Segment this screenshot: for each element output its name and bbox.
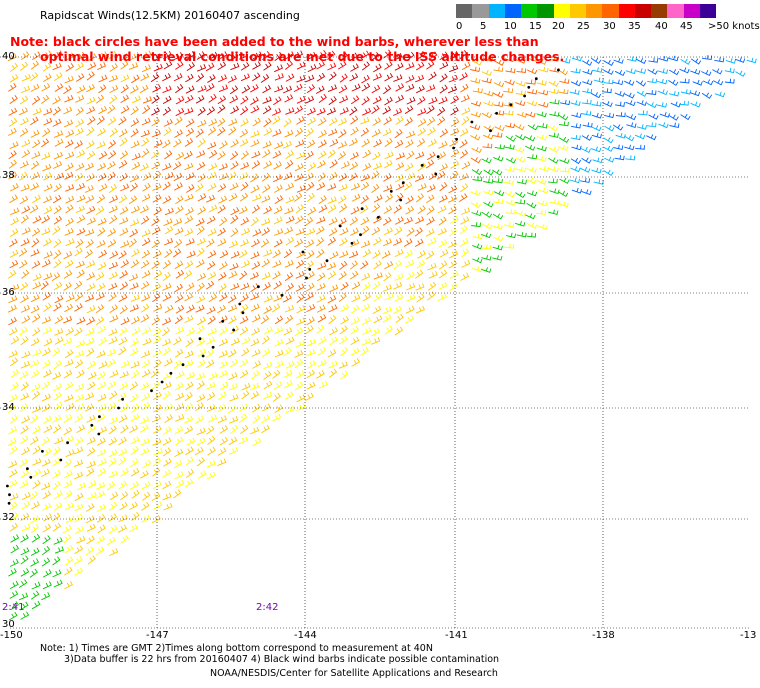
footer-credit: NOAA/NESDIS/Center for Satellite Applica… xyxy=(210,668,498,679)
lon-label: -147 xyxy=(146,630,169,641)
legend-tick: >50 knots xyxy=(708,21,760,32)
legend-swatch xyxy=(602,4,619,18)
footer-note-1: Note: 1) Times are GMT 2)Times along bot… xyxy=(40,643,433,654)
legend-ticks: 0 5 10 15 20 25 30 35 40 45 >50 knots xyxy=(448,21,760,33)
lat-label: 34 xyxy=(2,402,15,413)
lat-label: 32 xyxy=(2,512,15,523)
lon-label: -138 xyxy=(592,630,615,641)
contamination-note: Note: black circles have been added to t… xyxy=(10,34,570,64)
legend-swatch xyxy=(553,4,570,18)
lat-label: 30 xyxy=(2,619,15,630)
lon-label: -141 xyxy=(445,630,468,641)
legend-swatch xyxy=(699,4,716,18)
legend-swatch xyxy=(667,4,684,18)
legend-swatch xyxy=(504,4,521,18)
legend-swatch xyxy=(537,4,554,18)
legend-tick: 15 xyxy=(529,21,542,32)
lon-label: -13 xyxy=(740,630,757,641)
footer-note-2: 3)Data buffer is 22 hrs from 20160407 4)… xyxy=(64,654,500,665)
legend-swatch xyxy=(586,4,603,18)
lat-label: 38 xyxy=(2,170,15,181)
lat-label: 36 xyxy=(2,287,15,298)
legend-tick: 35 xyxy=(628,21,641,32)
time-label-left: 2:41 xyxy=(2,602,25,613)
legend-tick: 20 xyxy=(552,21,565,32)
lat-lon-grid xyxy=(0,56,750,629)
legend-swatch xyxy=(488,4,505,18)
legend-tick: 45 xyxy=(680,21,693,32)
legend-tick: 5 xyxy=(480,21,487,32)
map-title: Rapidscat Winds(12.5KM) 20160407 ascendi… xyxy=(40,9,300,22)
legend-swatch xyxy=(569,4,586,18)
note-line-1: Note: black circles have been added to t… xyxy=(10,34,539,49)
legend-tick: 25 xyxy=(577,21,590,32)
legend-swatch xyxy=(683,4,700,18)
lon-label: -150 xyxy=(0,630,23,641)
legend-swatch xyxy=(651,4,668,18)
legend-tick: 0 xyxy=(456,21,463,32)
legend-swatch xyxy=(521,4,538,18)
legend-tick: 10 xyxy=(504,21,517,32)
legend-tick: 40 xyxy=(655,21,668,32)
legend-swatch xyxy=(634,4,651,18)
time-label-mid: 2:42 xyxy=(256,602,279,613)
legend-tick: 30 xyxy=(603,21,616,32)
legend-swatch xyxy=(456,4,473,18)
lat-label: 40 xyxy=(2,51,15,62)
wind-speed-legend xyxy=(456,4,716,18)
lon-label: -144 xyxy=(294,630,317,641)
note-line-2: optimal wind retrieval conditions are me… xyxy=(40,49,565,64)
legend-swatch xyxy=(618,4,635,18)
wind-barbs xyxy=(6,49,757,621)
legend-swatch xyxy=(472,4,489,18)
